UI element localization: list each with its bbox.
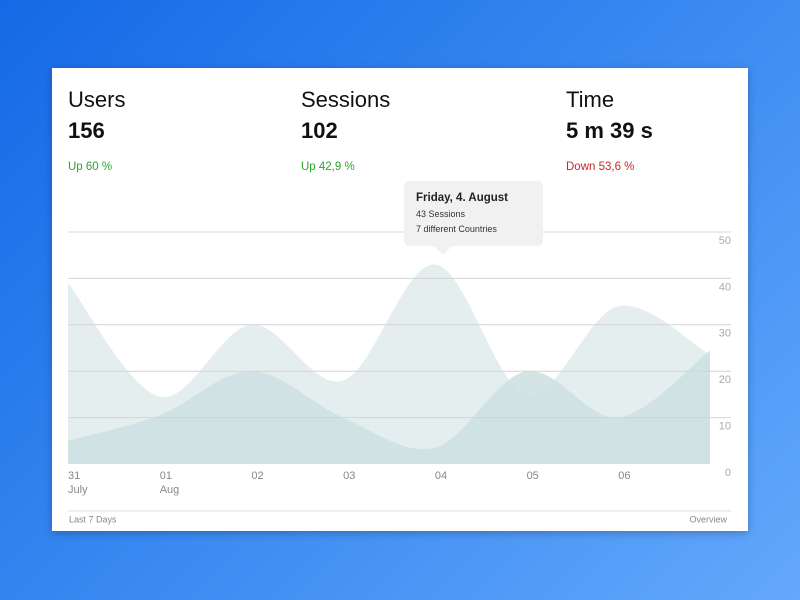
y-tick-label: 40 <box>719 281 731 293</box>
tooltip-line: 7 different Countries <box>416 224 497 234</box>
stat-value: 102 <box>301 118 338 143</box>
tooltip-box <box>404 181 543 255</box>
y-tick-label: 10 <box>719 421 731 433</box>
stat-label: Time <box>566 87 614 112</box>
stat-label: Users <box>68 87 125 112</box>
stat-change: Up 42,9 % <box>301 161 355 173</box>
x-tick-month: July <box>68 484 88 496</box>
x-tick-month: Aug <box>160 484 180 496</box>
y-tick-label: 20 <box>719 374 731 386</box>
x-tick-label: 31 <box>68 470 80 482</box>
stat-change: Up 60 % <box>68 161 112 173</box>
stat-change: Down 53,6 % <box>566 161 634 173</box>
x-tick-label: 02 <box>251 470 263 482</box>
footer-right: Overview <box>689 514 727 524</box>
x-tick-label: 06 <box>618 470 630 482</box>
stat-label: Sessions <box>301 87 390 112</box>
tooltip: Friday, 4. August 43 Sessions 7 differen… <box>404 181 543 255</box>
y-tick-label: 50 <box>719 235 731 247</box>
footer-left: Last 7 Days <box>69 514 117 524</box>
tooltip-title: Friday, 4. August <box>416 192 508 204</box>
x-tick-label: 03 <box>343 470 355 482</box>
stat-value: 5 m 39 s <box>566 118 653 143</box>
area <box>68 350 710 464</box>
tooltip-line: 43 Sessions <box>416 209 466 219</box>
x-tick-label: 01 <box>160 470 172 482</box>
y-tick-label: 0 <box>725 467 731 479</box>
stat-value: 156 <box>68 118 105 143</box>
x-tick-label: 05 <box>527 470 539 482</box>
x-tick-label: 04 <box>435 470 447 482</box>
y-tick-label: 30 <box>719 328 731 340</box>
